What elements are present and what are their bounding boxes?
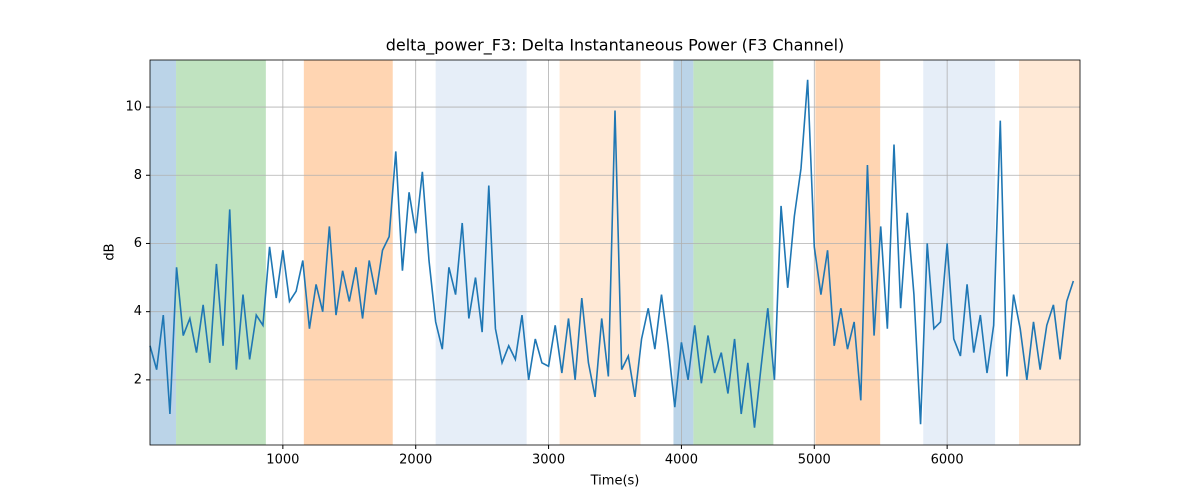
x-tick-label: 4000 <box>665 453 698 468</box>
shaded-region <box>815 60 881 445</box>
chart-title: delta_power_F3: Delta Instantaneous Powe… <box>386 36 845 56</box>
shaded-region <box>559 60 641 445</box>
data-line <box>149 79 1075 428</box>
shaded-region <box>150 60 177 445</box>
x-axis-label: Time(s) <box>590 474 640 489</box>
x-tick-label: 3000 <box>532 453 565 468</box>
shaded-region <box>435 60 527 445</box>
plot-frame <box>149 59 1081 446</box>
shaded-region <box>673 60 694 445</box>
y-tick-label: 6 <box>134 236 142 251</box>
y-tick-label: 4 <box>134 304 142 319</box>
x-tick-label: 2000 <box>399 453 432 468</box>
x-tick-label: 5000 <box>798 453 831 468</box>
shaded-region <box>303 60 393 445</box>
shaded-region <box>176 60 266 445</box>
y-axis-label: dB <box>103 243 118 260</box>
shaded-region <box>693 60 774 445</box>
y-tick-label: 10 <box>125 100 142 115</box>
x-tick-label: 1000 <box>266 453 299 468</box>
x-tick-label: 6000 <box>931 453 964 468</box>
shaded-region <box>1019 60 1080 445</box>
y-tick-label: 2 <box>134 372 142 387</box>
shaded-region <box>923 60 996 445</box>
y-tick-label: 8 <box>134 168 142 183</box>
